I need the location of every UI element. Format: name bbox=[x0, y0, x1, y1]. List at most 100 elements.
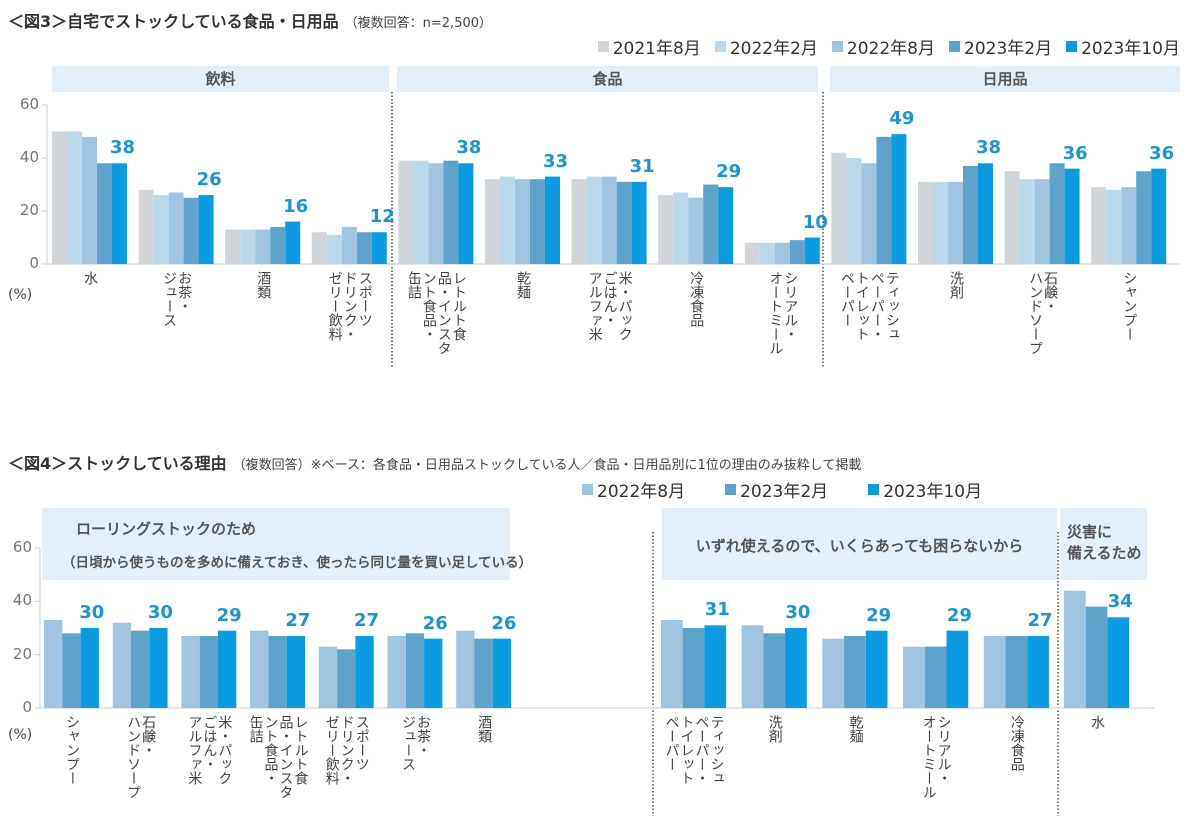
bar-2023年2月 bbox=[963, 165, 978, 264]
bar-2022年8月 bbox=[1121, 187, 1137, 264]
category-label: シャンプー bbox=[63, 715, 80, 785]
data-label: 31 bbox=[629, 155, 655, 177]
bar-2022年8月 bbox=[661, 620, 683, 708]
bar-2022年8月 bbox=[456, 630, 475, 708]
bar-2023年2月 bbox=[97, 163, 112, 264]
bar-2023年10月 bbox=[458, 163, 474, 264]
bar-2021年8月 bbox=[138, 189, 154, 264]
bar-2023年2月 bbox=[682, 628, 705, 708]
bar-2023年2月 bbox=[763, 633, 786, 708]
category-label: 冷凍食品 bbox=[688, 271, 705, 327]
data-label: 29 bbox=[866, 604, 892, 626]
legend-label: 2022年8月 bbox=[846, 39, 935, 59]
bar-2023年10月 bbox=[285, 221, 301, 264]
bar-2023年2月 bbox=[443, 160, 459, 264]
bar-2023年2月 bbox=[62, 633, 81, 708]
data-label: 36 bbox=[1149, 142, 1175, 164]
bar-2022年8月 bbox=[250, 630, 269, 708]
figure3-legend: 2021年8月 2022年2月 2022年8月 2023年2月 2023年10月 bbox=[597, 34, 1180, 59]
legend-label: 2023年2月 bbox=[964, 39, 1053, 59]
bar-2022年8月 bbox=[601, 176, 617, 264]
data-label: 26 bbox=[491, 612, 517, 634]
group-header-note: （日頃から使うものを多めに備えておき、使ったら同じ量を買い足している） bbox=[62, 555, 533, 571]
bar-2023年2月 bbox=[356, 232, 372, 264]
bar-2023年2月 bbox=[199, 636, 218, 708]
bar-2022年2月 bbox=[673, 192, 689, 264]
category-label: レトルト食 品・インスタ ント食品・ 缶詰 bbox=[405, 271, 467, 355]
category-label: 酒類 bbox=[476, 715, 493, 743]
data-label: 27 bbox=[285, 610, 311, 631]
bar-2023年10月 bbox=[371, 232, 387, 264]
bar-2022年8月 bbox=[948, 181, 963, 264]
bar-2023年10月 bbox=[545, 176, 560, 264]
bar-2023年10月 bbox=[1064, 168, 1080, 264]
group-header-label: 食品 bbox=[592, 70, 623, 88]
figure4-title-text: ＜図4＞ストックしている理由 bbox=[8, 454, 227, 473]
bar-2022年8月 bbox=[688, 197, 704, 264]
data-label: 16 bbox=[283, 195, 309, 217]
data-label: 30 bbox=[147, 602, 173, 623]
category-label: お茶・ ジュース bbox=[399, 715, 431, 771]
figure4-subtitle: （複数回答）※ベース：各食品・日用品ストックしている人／食品・日用品別に1位の理… bbox=[232, 458, 862, 473]
bar-2023年10月 bbox=[978, 163, 993, 264]
data-label: 34 bbox=[1107, 591, 1133, 613]
bar-2023年2月 bbox=[268, 636, 287, 708]
bar-2021年8月 bbox=[571, 179, 587, 264]
data-label: 26 bbox=[422, 612, 448, 634]
bar-2022年2月 bbox=[413, 160, 429, 264]
bar-2022年8月 bbox=[774, 242, 790, 264]
bar-2023年10月 bbox=[1151, 168, 1167, 264]
y-tick-label: 0 bbox=[22, 698, 32, 716]
bar-2023年10月 bbox=[891, 134, 907, 264]
data-label: 29 bbox=[716, 161, 742, 183]
bar-2022年2月 bbox=[326, 234, 342, 264]
legend-swatch bbox=[582, 484, 593, 495]
bar-2022年8月 bbox=[112, 622, 131, 708]
bar-2023年10月 bbox=[785, 628, 807, 708]
bar-2022年8月 bbox=[44, 620, 63, 708]
bar-2023年10月 bbox=[492, 638, 512, 708]
bar-2021年8月 bbox=[485, 179, 500, 264]
bar-2022年8月 bbox=[341, 226, 357, 264]
data-label: 31 bbox=[704, 599, 730, 621]
bar-2022年8月 bbox=[861, 163, 877, 264]
y-tick-label: 20 bbox=[19, 201, 39, 219]
bar-2023年10月 bbox=[718, 187, 734, 264]
bar-2022年8月 bbox=[255, 229, 271, 264]
legend-swatch bbox=[949, 41, 960, 52]
figure3-title: ＜図3＞自宅でストックしている食品・日用品 （複数回答：n=2,500） bbox=[8, 8, 492, 32]
bar-2023年2月 bbox=[131, 630, 150, 708]
bar-2023年10月 bbox=[1107, 617, 1130, 708]
y-tick-label: 40 bbox=[12, 591, 32, 610]
bar-2023年10月 bbox=[218, 630, 237, 708]
category-label: 米・パック ごはん・ アルファ米 bbox=[186, 715, 233, 785]
bar-2023年2月 bbox=[270, 226, 286, 264]
group-header-label: 災害に 備えるため bbox=[1067, 523, 1142, 562]
data-label: 27 bbox=[354, 610, 380, 631]
bar-2022年8月 bbox=[1064, 590, 1086, 708]
bar-2023年10月 bbox=[631, 181, 647, 264]
category-label: 水 bbox=[1089, 715, 1106, 729]
legend-item: 2022年8月 bbox=[582, 477, 685, 502]
data-label: 33 bbox=[542, 150, 569, 172]
bar-2023年2月 bbox=[1085, 606, 1108, 708]
bar-2023年10月 bbox=[112, 163, 127, 264]
bar-2022年8月 bbox=[1034, 179, 1050, 264]
legend-item: 2021年8月 bbox=[597, 34, 701, 59]
category-label: シリアル・ オートミール bbox=[767, 271, 799, 355]
bar-2023年2月 bbox=[474, 638, 493, 708]
legend-item: 2023年10月 bbox=[868, 477, 982, 502]
group-header-band: ローリングストックのため （日頃から使うものを多めに備えておき、使ったら同じ量を買… bbox=[42, 508, 533, 580]
bar-2023年10月 bbox=[80, 628, 99, 708]
bar-2022年8月 bbox=[318, 646, 338, 708]
bar-2023年2月 bbox=[183, 197, 199, 264]
bar-2023年10月 bbox=[704, 625, 727, 708]
y-tick-label: 20 bbox=[12, 644, 32, 663]
bar-2022年2月 bbox=[586, 176, 602, 264]
group-header-band: いずれ使えるので、いくらあっても困らないから bbox=[662, 508, 1057, 580]
group-header-band: 日用品 bbox=[830, 66, 1180, 92]
data-label: 29 bbox=[216, 604, 242, 626]
legend-label: 2023年10月 bbox=[1081, 39, 1180, 59]
category-label: 石鹸・ ハンドソープ bbox=[125, 715, 157, 799]
bar-2022年8月 bbox=[903, 646, 925, 708]
